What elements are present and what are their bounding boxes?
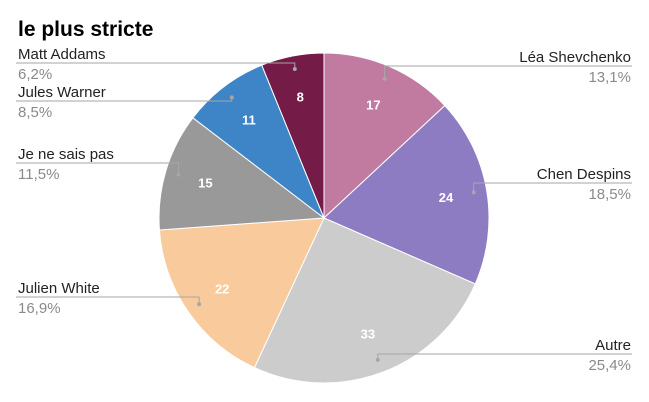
leader-line-autre xyxy=(377,353,632,360)
pie-slices xyxy=(158,52,490,384)
pie-slice-matt-addams xyxy=(261,52,325,219)
leader-line-chen-despins xyxy=(473,182,632,193)
slice-value-matt-addams: 8 xyxy=(297,90,304,105)
pie-slice-je-ne-sais-pas xyxy=(158,117,326,231)
chart-title: le plus stricte xyxy=(18,18,153,41)
slice-value-labels: 17 24 33 22 15 11 8 xyxy=(198,90,454,342)
leader-line-matt-addams xyxy=(16,62,296,69)
slice-label-matt-addams: Matt Addams xyxy=(18,46,106,63)
slice-percent-autre: 25,4% xyxy=(588,357,631,374)
slice-label-chen-despins: Chen Despins xyxy=(537,166,631,183)
pie-slice-chen-despins xyxy=(323,104,490,285)
leader-line-lea-shevchenko xyxy=(384,65,632,79)
pie-slice-lea-shevchenko xyxy=(323,52,446,220)
slice-percent-chen-despins: 18,5% xyxy=(588,186,631,203)
slice-value-autre: 33 xyxy=(361,327,375,342)
leader-line-je-ne-sais-pas xyxy=(16,162,179,175)
slice-label-je-ne-sais-pas: Je ne sais pas xyxy=(18,146,114,163)
pie-slice-autre xyxy=(253,217,476,384)
slice-value-lea-shevchenko: 17 xyxy=(366,98,380,113)
pie-slice-jules-warner xyxy=(192,64,326,220)
slice-label-jules-warner: Jules Warner xyxy=(18,84,106,101)
slice-percent-jules-warner: 8,5% xyxy=(18,104,52,121)
leader-line-julien-white xyxy=(16,296,200,305)
slice-label-autre: Autre xyxy=(595,337,631,354)
leader-line-jules-warner xyxy=(16,97,233,102)
slice-value-chen-despins: 24 xyxy=(439,190,454,205)
slice-percent-lea-shevchenko: 13,1% xyxy=(588,69,631,86)
slice-percent-matt-addams: 6,2% xyxy=(18,66,52,83)
pie-slice-julien-white xyxy=(158,217,325,369)
leader-lines xyxy=(16,62,632,362)
slice-value-jules-warner: 11 xyxy=(242,113,256,128)
slice-percent-julien-white: 16,9% xyxy=(18,300,61,317)
slice-percent-je-ne-sais-pas: 11,5% xyxy=(18,166,59,183)
slice-value-julien-white: 22 xyxy=(215,281,229,296)
slice-value-je-ne-sais-pas: 15 xyxy=(198,176,212,191)
slice-label-julien-white: Julien White xyxy=(18,280,100,297)
slice-label-lea-shevchenko: Léa Shevchenko xyxy=(519,49,631,66)
slice-callout-labels: Léa Shevchenko 13,1% Chen Despins 18,5% Autr… xyxy=(18,46,631,374)
